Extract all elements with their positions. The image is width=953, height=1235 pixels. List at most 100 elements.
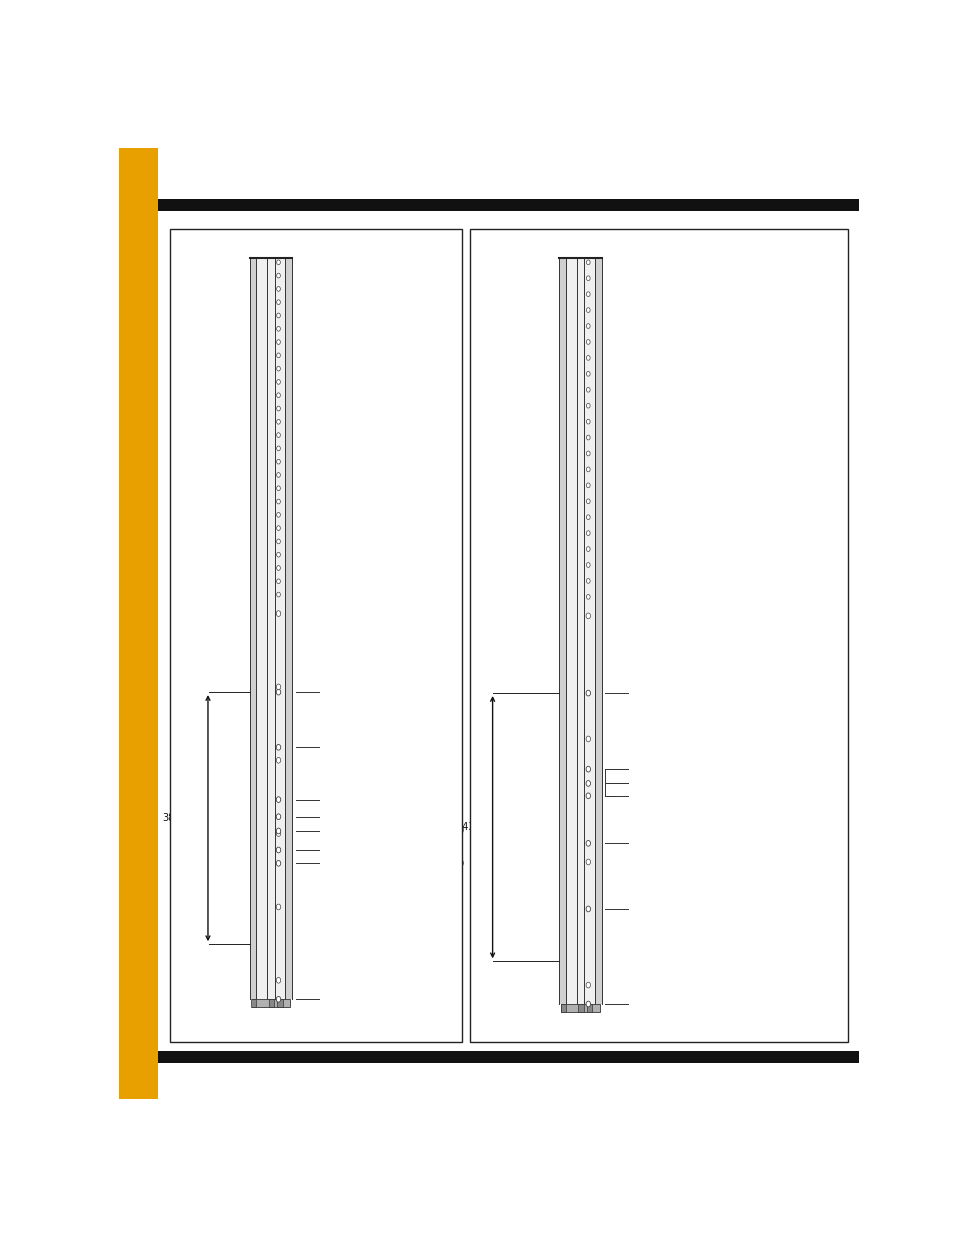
Circle shape <box>585 1002 590 1007</box>
Bar <box>119 148 157 1099</box>
Circle shape <box>586 435 590 440</box>
Circle shape <box>586 515 590 520</box>
Circle shape <box>585 690 590 697</box>
Circle shape <box>586 388 590 393</box>
Text: Cross tie: Cross tie <box>629 689 668 698</box>
Text: 16" Hopper brace: 16" Hopper brace <box>629 792 709 800</box>
Bar <box>558 258 565 1004</box>
Bar <box>285 258 292 999</box>
Circle shape <box>276 861 280 866</box>
Circle shape <box>276 326 280 331</box>
Text: 22" Hopper brace: 22" Hopper brace <box>321 795 401 804</box>
Bar <box>560 1004 565 1011</box>
Bar <box>595 258 601 1004</box>
Circle shape <box>276 459 280 464</box>
Circle shape <box>586 308 590 312</box>
Text: BLK-12538: BLK-12538 <box>569 1050 644 1063</box>
Circle shape <box>585 860 590 864</box>
Circle shape <box>276 831 280 836</box>
Bar <box>256 258 285 999</box>
Circle shape <box>586 419 590 424</box>
Text: Cross tie: Cross tie <box>321 846 360 855</box>
Circle shape <box>585 793 590 799</box>
Circle shape <box>276 689 280 695</box>
Circle shape <box>276 485 280 490</box>
Circle shape <box>276 538 280 543</box>
Circle shape <box>276 814 280 820</box>
Circle shape <box>276 340 280 345</box>
Circle shape <box>585 906 590 911</box>
Circle shape <box>276 499 280 504</box>
Text: Ladder standoff (6-8 Ring tank): Ladder standoff (6-8 Ring tank) <box>321 858 463 868</box>
Bar <box>250 258 256 999</box>
Circle shape <box>586 594 590 599</box>
Text: Cross tie: Cross tie <box>321 688 360 697</box>
Bar <box>269 999 274 1007</box>
Bar <box>252 999 290 1007</box>
Circle shape <box>276 393 280 398</box>
Circle shape <box>276 300 280 305</box>
Circle shape <box>276 579 280 584</box>
Circle shape <box>276 552 280 557</box>
Text: Ladder standoff: Ladder standoff <box>629 779 700 788</box>
Circle shape <box>586 451 590 456</box>
Circle shape <box>276 684 280 690</box>
Text: 16" Hopper brace: 16" Hopper brace <box>321 813 401 821</box>
Circle shape <box>276 997 280 1002</box>
Circle shape <box>585 781 590 787</box>
Bar <box>251 999 256 1007</box>
Circle shape <box>585 982 590 988</box>
Circle shape <box>276 406 280 411</box>
Text: Ladder standoff (5-7 Ring tank): Ladder standoff (5-7 Ring tank) <box>321 826 463 836</box>
Circle shape <box>276 379 280 384</box>
Text: Anchor: Anchor <box>321 995 353 1004</box>
Circle shape <box>586 404 590 408</box>
Circle shape <box>585 613 590 619</box>
Circle shape <box>276 847 280 853</box>
Text: BLK-12492: BLK-12492 <box>233 1050 308 1063</box>
Circle shape <box>276 611 280 616</box>
Circle shape <box>586 483 590 488</box>
Circle shape <box>276 273 280 278</box>
Text: Ladder standoff: Ladder standoff <box>629 839 700 848</box>
Circle shape <box>276 566 280 571</box>
Circle shape <box>276 904 280 910</box>
Circle shape <box>276 977 280 983</box>
Circle shape <box>586 291 590 296</box>
Text: 38.438": 38.438" <box>162 813 200 824</box>
Circle shape <box>586 531 590 536</box>
Circle shape <box>276 745 280 750</box>
Circle shape <box>276 513 280 517</box>
Circle shape <box>585 766 590 772</box>
Circle shape <box>586 563 590 567</box>
Circle shape <box>276 367 280 370</box>
Circle shape <box>276 259 280 264</box>
Circle shape <box>586 324 590 329</box>
Circle shape <box>276 420 280 424</box>
Circle shape <box>276 757 280 763</box>
Text: Cross tie: Cross tie <box>629 904 668 914</box>
Circle shape <box>586 372 590 377</box>
Bar <box>277 999 282 1007</box>
Circle shape <box>276 287 280 291</box>
Circle shape <box>586 275 590 280</box>
Bar <box>587 1004 592 1011</box>
Circle shape <box>586 467 590 472</box>
Text: 22" Hopper brace: 22" Hopper brace <box>629 764 709 773</box>
Bar <box>157 1051 858 1063</box>
Circle shape <box>276 432 280 437</box>
Circle shape <box>276 593 280 597</box>
Circle shape <box>585 841 590 846</box>
Bar <box>170 228 461 1042</box>
Bar <box>565 258 595 1004</box>
Bar <box>578 1004 583 1011</box>
Text: Anchor: Anchor <box>629 999 661 1009</box>
Circle shape <box>276 829 280 834</box>
Bar <box>157 199 858 211</box>
Circle shape <box>276 473 280 478</box>
Circle shape <box>585 736 590 742</box>
Circle shape <box>276 797 280 803</box>
Circle shape <box>276 526 280 531</box>
Circle shape <box>586 259 590 264</box>
Text: 38.438": 38.438" <box>447 823 485 832</box>
